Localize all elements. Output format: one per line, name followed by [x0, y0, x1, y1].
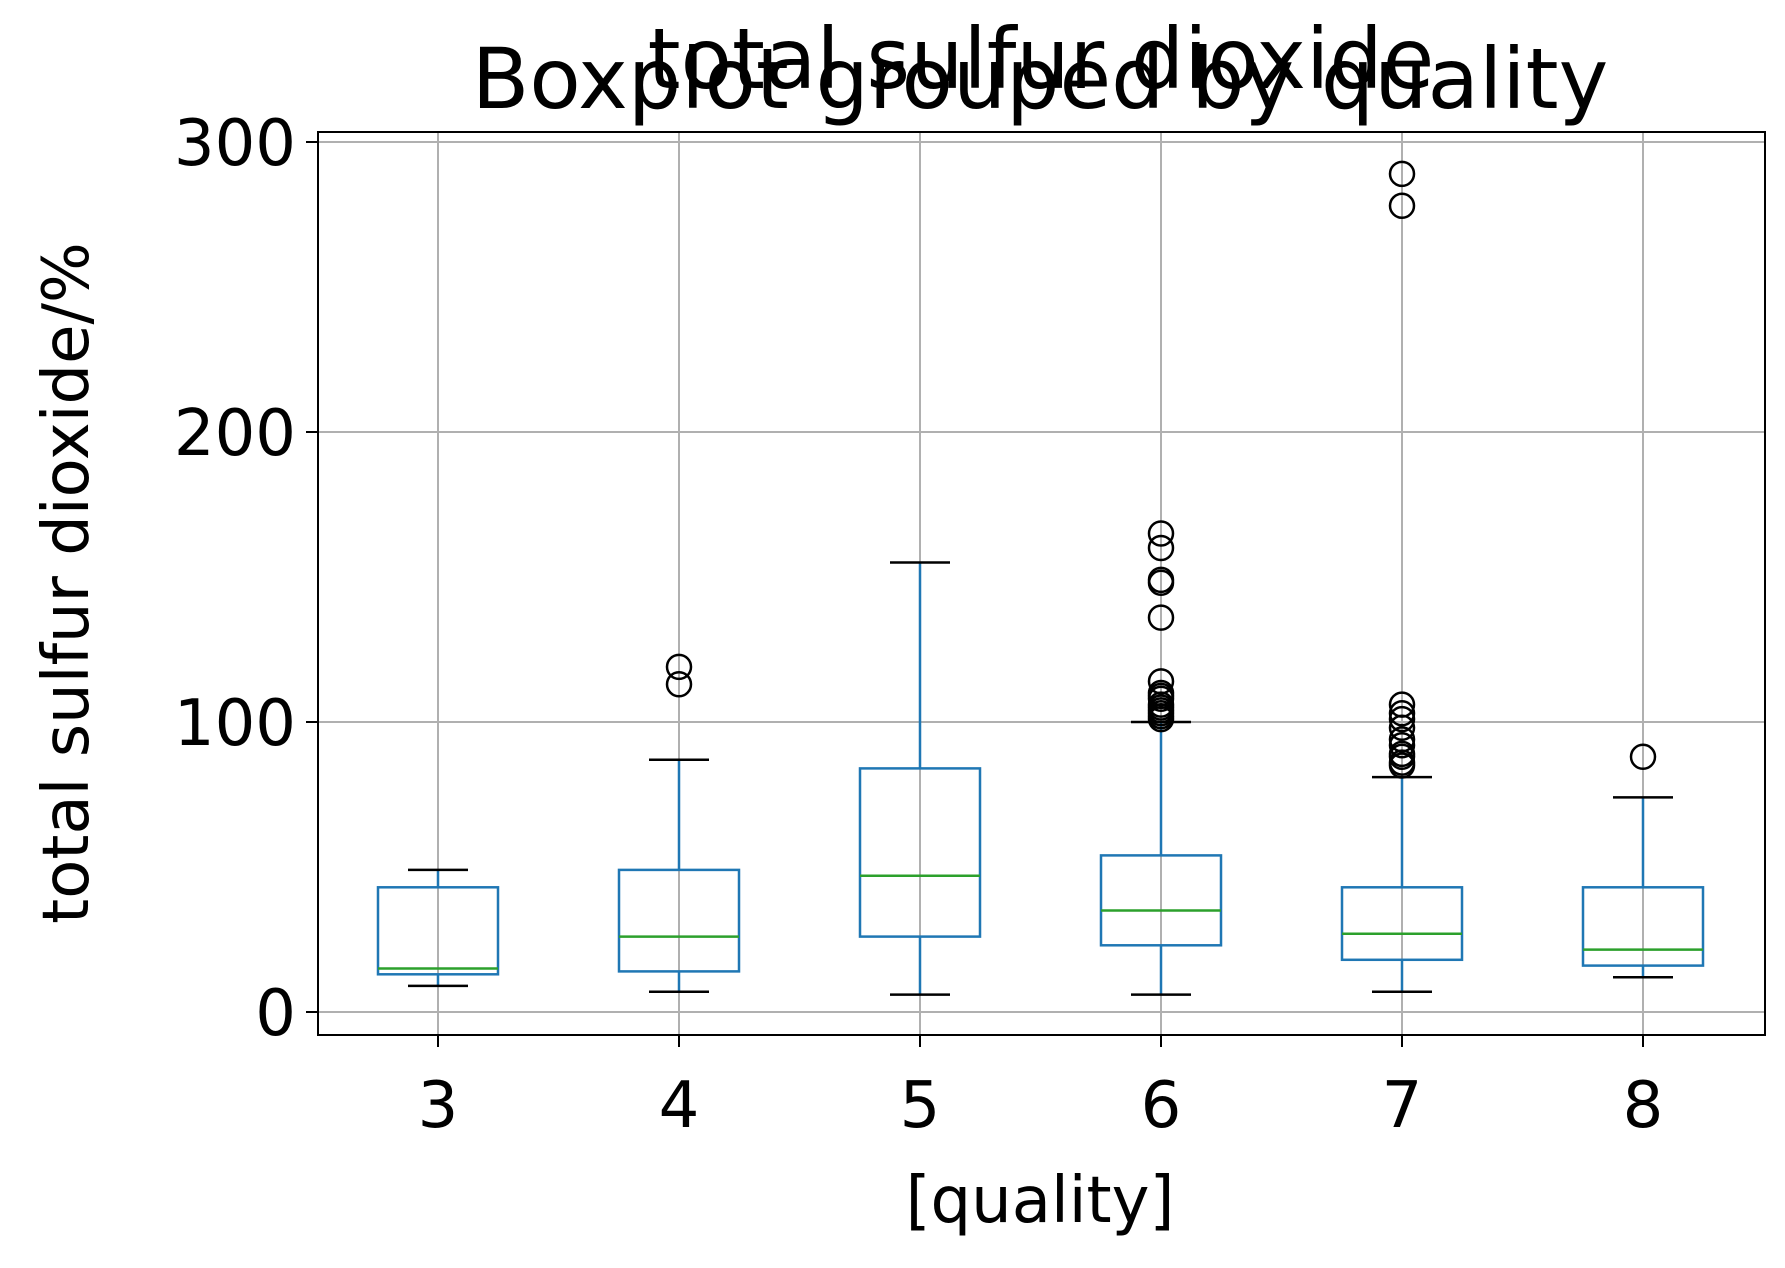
grid-lines — [318, 132, 1765, 1035]
box-group-5 — [858, 561, 982, 996]
outlier-point — [1388, 726, 1416, 753]
box-group-6 — [1099, 520, 1223, 996]
x-axis-label: [quality] — [906, 1164, 1175, 1238]
iqr-box — [376, 886, 500, 976]
outlier-point — [1388, 700, 1416, 727]
box-group-8 — [1581, 743, 1705, 979]
outlier-point — [1388, 691, 1416, 718]
outlier-point — [1147, 520, 1175, 547]
y-axis-label: total sulfur dioxide/% — [30, 242, 104, 924]
iqr-box — [617, 868, 741, 973]
x-tick-label: 6 — [1141, 1069, 1182, 1143]
suptitle: Boxplot grouped by quality — [472, 30, 1609, 128]
x-tick-label: 4 — [659, 1069, 700, 1143]
x-tick-label: 7 — [1382, 1069, 1423, 1143]
y-tick-label: 200 — [174, 397, 296, 471]
x-tick-label: 5 — [900, 1069, 941, 1143]
x-tick-label: 8 — [1623, 1069, 1664, 1143]
iqr-box — [1099, 854, 1223, 947]
axis-ticks: 0 100 200 300 3 4 5 6 7 8 — [174, 107, 1664, 1143]
box-group-3 — [376, 868, 500, 988]
outlier-point — [1388, 740, 1416, 768]
outlier-point — [1147, 604, 1175, 631]
outlier-point — [1147, 668, 1175, 695]
outlier-point — [1388, 192, 1416, 220]
outlier-point — [1147, 534, 1175, 562]
outlier-point — [1147, 566, 1175, 594]
x-tick-label: 3 — [418, 1069, 459, 1143]
outlier-point — [665, 671, 693, 698]
box-group-7 — [1340, 160, 1464, 993]
outlier-point — [1388, 731, 1416, 759]
box-series — [376, 160, 1705, 996]
box-group-4 — [617, 653, 741, 993]
chart-title: total sulfur dioxide — [648, 10, 1435, 108]
y-tick-label: 300 — [174, 107, 296, 181]
outlier-point — [1388, 160, 1416, 188]
outlier-point — [1147, 679, 1175, 707]
outlier-point — [665, 653, 693, 681]
y-tick-label: 100 — [174, 687, 296, 761]
outlier-point — [1388, 705, 1416, 733]
iqr-box — [1340, 886, 1464, 962]
y-tick-label: 0 — [255, 977, 296, 1051]
iqr-box — [858, 767, 982, 938]
plot-area-frame — [317, 131, 1766, 1036]
iqr-box — [1581, 886, 1705, 967]
outlier-point — [1629, 743, 1657, 771]
